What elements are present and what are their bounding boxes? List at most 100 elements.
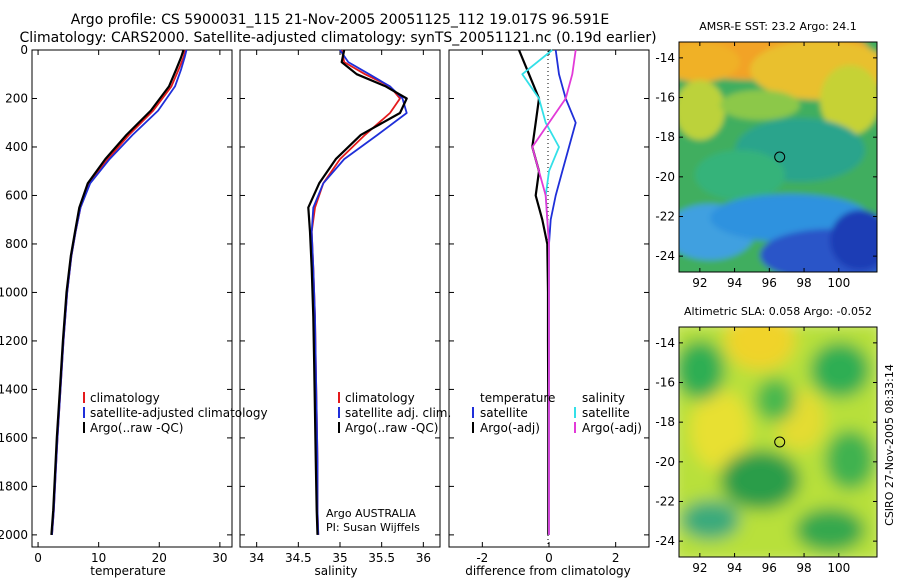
salinity-xlabel: salinity	[314, 564, 357, 578]
legend-argo: Argo(..raw -QC)	[345, 421, 438, 435]
y-tick-label: 1600	[0, 431, 28, 445]
temperature-axes-box	[31, 49, 233, 548]
series-line-argo-raw-qc-	[50, 49, 185, 535]
legend-temp-satellite: satellite	[480, 406, 528, 420]
temperature-legend: climatology satellite-adjusted climatolo…	[83, 391, 268, 435]
map-y-tick-label: -22	[655, 494, 675, 508]
x-tick-label: 35	[332, 551, 347, 565]
legend-temperature-heading: temperature	[480, 391, 555, 405]
x-tick-label: 20	[152, 551, 167, 565]
map-x-tick-label: 98	[796, 276, 811, 290]
agency-label: Argo AUSTRALIA	[326, 507, 416, 520]
legend-satellite-adj: satellite adj. clim.	[345, 406, 451, 420]
difference-lines	[517, 49, 577, 535]
map-x-tick-label: 92	[692, 561, 707, 575]
sla-map-title: Altimetric SLA: 0.058 Argo: -0.052	[684, 305, 872, 318]
sst-map-title: AMSR-E SST: 23.2 Argo: 24.1	[699, 20, 857, 33]
map-x-tick-label: 100	[827, 561, 850, 575]
map-y-tick-label: -24	[655, 249, 675, 263]
sst-field	[679, 42, 877, 272]
salinity-ticks: 34 34.5 35 35.5 36	[240, 49, 440, 565]
map-y-tick-label: -16	[655, 91, 675, 105]
map-x-tick-label: 94	[727, 561, 742, 575]
legend-salinity-heading: salinity	[582, 391, 625, 405]
legend-temp-argo: Argo(-adj)	[480, 421, 540, 435]
sst-profile-location-marker	[774, 151, 786, 163]
y-tick-label: 600	[5, 188, 28, 202]
x-tick-label: 34	[249, 551, 264, 565]
series-line-salinity-satellite	[521, 49, 560, 535]
series-line-satellite-adj-clim-	[310, 49, 408, 535]
y-tick-label: 0	[20, 43, 28, 57]
credit-label: CSIRO 27-Nov-2005 08:33:14	[883, 364, 896, 526]
map-y-tick-label: -14	[655, 51, 675, 65]
y-tick-label: 2000	[0, 528, 28, 542]
salinity-panel: 34 34.5 35 35.5 36 salinity climatology sate…	[239, 49, 451, 578]
series-line-salinity-argo-adj-	[531, 49, 577, 535]
sst-map-ticks: 92 94 96 98 100 -14 -16 -18 -20 -22 -24	[655, 42, 877, 290]
map-y-tick-label: -14	[655, 336, 675, 350]
difference-xlabel: difference from climatology	[465, 564, 631, 578]
legend-argo: Argo(..raw -QC)	[90, 421, 183, 435]
x-tick-label: 35.5	[368, 551, 395, 565]
temperature-xlabel: temperature	[90, 564, 165, 578]
map-x-tick-label: 96	[762, 276, 777, 290]
x-tick-label: 2	[612, 551, 620, 565]
difference-ticks: -2 0 2	[449, 49, 649, 565]
legend-sal-satellite: satellite	[582, 406, 630, 420]
legend-sal-argo: Argo(-adj)	[582, 421, 642, 435]
figure-title-line2: Climatology: CARS2000. Satellite-adjuste…	[19, 30, 656, 46]
temperature-lines	[50, 49, 188, 535]
map-y-tick-label: -20	[655, 170, 675, 184]
difference-panel: -2 0 2 difference from climatology tempera…	[448, 49, 650, 578]
series-line-temperature-satellite	[548, 49, 577, 535]
x-tick-label: -2	[476, 551, 488, 565]
y-tick-label: 1000	[0, 285, 28, 299]
series-line-temperature-argo-adj-	[517, 49, 550, 535]
map-y-tick-label: -18	[655, 415, 675, 429]
salinity-lines	[307, 49, 408, 535]
y-tick-label: 1800	[0, 479, 28, 493]
y-tick-label: 400	[5, 140, 28, 154]
y-tick-label: 800	[5, 237, 28, 251]
map-y-tick-label: -24	[655, 534, 675, 548]
x-tick-label: 30	[212, 551, 227, 565]
salinity-legend: climatology satellite adj. clim. Argo(..…	[338, 391, 451, 435]
map-x-tick-label: 100	[827, 276, 850, 290]
map-y-tick-label: -20	[655, 455, 675, 469]
x-tick-label: 10	[91, 551, 106, 565]
x-tick-label: 0	[545, 551, 553, 565]
pi-label: PI: Susan Wijffels	[326, 521, 420, 534]
series-line-argo-raw-qc-	[307, 49, 408, 535]
map-x-tick-label: 92	[692, 276, 707, 290]
map-x-tick-label: 96	[762, 561, 777, 575]
temperature-panel: 0 10 20 30 0 200 400 600 800 1000 1200 1400 1600 1800…	[0, 43, 268, 578]
legend-satellite-adjusted: satellite-adjusted climatology	[90, 406, 268, 420]
sla-map-frame	[678, 326, 878, 558]
sst-map-frame	[678, 41, 878, 273]
map-x-tick-label: 94	[727, 276, 742, 290]
x-tick-label: 0	[34, 551, 42, 565]
y-tick-label: 200	[5, 91, 28, 105]
sla-field	[679, 327, 877, 557]
legend-climatology: climatology	[90, 391, 160, 405]
series-line-climatology	[51, 49, 187, 535]
difference-legend: temperature satellite Argo(-adj) salinit…	[472, 391, 642, 435]
map-x-tick-label: 98	[796, 561, 811, 575]
map-y-tick-label: -16	[655, 376, 675, 390]
figure-title-line1: Argo profile: CS 5900031_115 21-Nov-2005…	[71, 12, 610, 28]
x-tick-label: 34.5	[285, 551, 312, 565]
map-y-tick-label: -22	[655, 209, 675, 223]
sst-map-panel: AMSR-E SST: 23.2 Argo: 24.1 92 94 96 98 100 -…	[655, 20, 878, 290]
y-tick-label: 1200	[0, 334, 28, 348]
salinity-axes-box	[239, 49, 441, 548]
series-line-satellite-adjusted-climatology	[51, 49, 188, 535]
series-line-climatology	[310, 49, 401, 535]
sla-profile-location-marker	[774, 436, 786, 448]
sla-map-panel: Altimetric SLA: 0.058 Argo: -0.052 92 94 9…	[655, 305, 878, 575]
x-tick-label: 36	[416, 551, 431, 565]
y-tick-label: 1400	[0, 382, 28, 396]
temperature-ticks: 0 10 20 30 0 200 400 600 800 1000 1200 1400 1600 1800…	[0, 43, 232, 565]
map-y-tick-label: -18	[655, 130, 675, 144]
